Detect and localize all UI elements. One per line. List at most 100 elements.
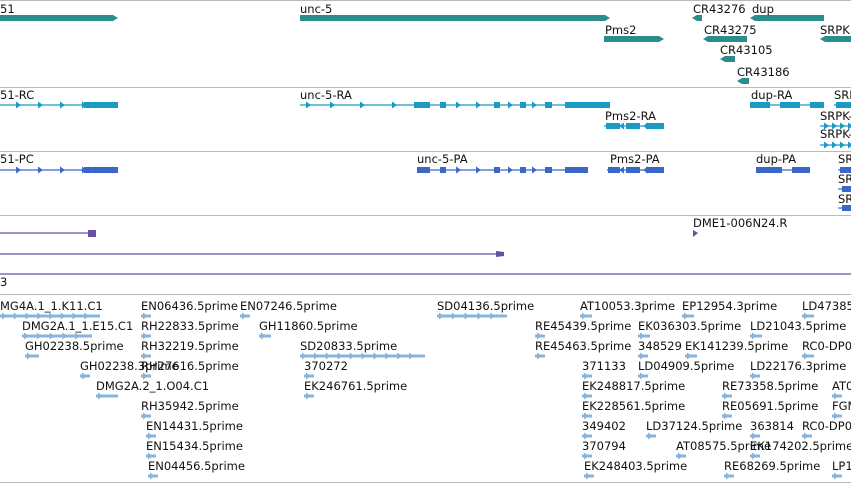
protein-unc-5-PA-exon[interactable] <box>440 167 446 173</box>
est-label[interactable]: EN14431.5prime <box>146 419 243 433</box>
alignment-block[interactable] <box>88 230 96 237</box>
gene-bar[interactable] <box>720 56 735 62</box>
est-label[interactable]: 349402 <box>582 419 626 433</box>
est-label[interactable]: 370272 <box>304 359 348 373</box>
gene-bar[interactable] <box>750 15 824 21</box>
est-label[interactable]: RC0-DP0 <box>802 339 851 353</box>
transcript-unc-5-RA-exon[interactable] <box>565 102 610 108</box>
transcript-label[interactable]: SRPK- <box>820 109 851 123</box>
est-label[interactable]: EN15434.5prime <box>146 439 243 453</box>
protein-SR-2-exon[interactable] <box>842 186 851 192</box>
est-label[interactable]: FGM <box>832 399 851 413</box>
protein-SR-3-exon[interactable] <box>842 205 851 211</box>
gene-label[interactable]: CR43186 <box>737 65 790 79</box>
est-label[interactable]: EK248403.5prime <box>584 459 688 473</box>
est-label[interactable]: 348529 <box>638 339 682 353</box>
gene-label[interactable]: CR43275 <box>704 23 757 37</box>
est-label[interactable]: RE68269.5prime <box>724 459 821 473</box>
est-label[interactable]: LP1 <box>832 459 851 473</box>
est-label[interactable]: GH02238.5prime <box>25 339 124 353</box>
est-label[interactable]: EK228561.5prime <box>582 399 686 413</box>
gene-label[interactable]: CR43105 <box>720 43 773 57</box>
est-label[interactable]: RH27616.5prime <box>141 359 239 373</box>
gene-label[interactable]: unc-5 <box>300 2 333 16</box>
est-label[interactable]: EK248817.5prime <box>582 379 686 393</box>
gene-label[interactable]: dup <box>752 2 774 16</box>
transcript-unc-5-RA-exon[interactable] <box>414 102 430 108</box>
transcript-unc-5-RA-exon[interactable] <box>440 102 446 108</box>
protein-label[interactable]: Pms2-PA <box>610 152 660 166</box>
gene-bar[interactable] <box>604 36 664 42</box>
est-label[interactable]: GH02238.3prime <box>80 359 179 373</box>
protein-label[interactable]: 51-PC <box>0 152 34 166</box>
transcript-label[interactable]: unc-5-RA <box>300 88 352 102</box>
est-label[interactable]: LD47385 <box>802 299 851 313</box>
est-label[interactable]: EN07246.5prime <box>240 299 337 313</box>
gene-bar[interactable] <box>737 78 749 84</box>
protein-unc-5-PA-exon[interactable] <box>494 167 500 173</box>
est-label[interactable]: RH32219.5prime <box>141 339 239 353</box>
protein-Pms2-PA-exon[interactable] <box>608 167 620 173</box>
transcript-dup-RA-exon[interactable] <box>810 102 824 108</box>
protein-unc-5-PA-exon[interactable] <box>520 167 526 173</box>
est-label[interactable]: MG4A.1_1.K11.C1 <box>0 299 103 313</box>
protein-unc-5-PA-exon[interactable] <box>417 167 430 173</box>
est-label[interactable]: 371133 <box>582 359 626 373</box>
est-label[interactable]: RC0-DP0 <box>802 419 851 433</box>
gene-bar[interactable] <box>820 36 851 42</box>
est-label[interactable]: DMG2A.2_1.O04.C1 <box>96 379 210 393</box>
est-label[interactable]: LD37124.5prime <box>646 419 743 433</box>
protein-SR-1-exon[interactable] <box>840 167 851 173</box>
alignment-label[interactable]: DME1-006N24.R <box>693 216 788 230</box>
est-label[interactable]: RH35942.5prime <box>141 399 239 413</box>
est-label[interactable]: RE73358.5prime <box>722 379 819 393</box>
est-label[interactable]: LD22176.3prime <box>750 359 847 373</box>
transcript-Pms2-RA-exon[interactable] <box>606 123 620 129</box>
transcript-unc-5-RA-exon[interactable] <box>545 102 552 108</box>
est-label[interactable]: EK246761.5prime <box>304 379 408 393</box>
est-feature[interactable] <box>437 314 507 318</box>
transcript-label[interactable]: SRPK <box>834 88 851 102</box>
gene-label[interactable]: 51 <box>0 2 15 16</box>
est-label[interactable]: RE45463.5prime <box>535 339 632 353</box>
est-label[interactable]: EK036303.5prime <box>638 319 742 333</box>
est-label[interactable]: AT0 <box>832 379 851 393</box>
gene-bar[interactable] <box>300 15 610 21</box>
protein-dup-PA-exon[interactable] <box>792 167 810 173</box>
gene-bar[interactable] <box>0 15 118 21</box>
est-feature[interactable] <box>22 334 92 338</box>
est-label[interactable]: SD20833.5prime <box>300 339 398 353</box>
transcript-SRPK-exon[interactable] <box>836 102 851 108</box>
protein-label[interactable]: unc-5-PA <box>417 152 468 166</box>
protein-label[interactable]: SR <box>838 172 851 186</box>
est-label[interactable]: 370794 <box>582 439 626 453</box>
transcript-unc-5-RA-exon[interactable] <box>494 102 500 108</box>
est-label[interactable]: AT08575.5prime <box>676 439 772 453</box>
transcript-unc-5-RA-exon[interactable] <box>520 102 526 108</box>
est-label[interactable]: 363814 <box>750 419 794 433</box>
est-label[interactable]: LD04909.5prime <box>638 359 735 373</box>
est-label[interactable]: EK174202.5prime <box>750 439 851 453</box>
est-label[interactable]: AT10053.3prime <box>580 299 676 313</box>
transcript-label[interactable]: Pms2-RA <box>605 109 656 123</box>
est-feature[interactable] <box>96 394 118 398</box>
gene-bar[interactable] <box>692 15 702 21</box>
est-label[interactable]: LD21043.5prime <box>750 319 847 333</box>
est-label[interactable]: EN04456.5prime <box>148 459 245 473</box>
gene-label[interactable]: CR43276 <box>693 2 746 16</box>
est-label[interactable]: DMG2A.1_1.E15.C1 <box>22 319 134 333</box>
alignment-block[interactable] <box>496 251 504 257</box>
protein-label[interactable]: dup-PA <box>756 152 797 166</box>
est-label[interactable]: EP12954.3prime <box>682 299 778 313</box>
est-label[interactable]: EN06436.5prime <box>141 299 238 313</box>
gene-label[interactable]: Pms2 <box>605 23 637 37</box>
est-label[interactable]: RH22833.5prime <box>141 319 239 333</box>
est-label[interactable]: GH11860.5prime <box>259 319 358 333</box>
protein-unc-5-PA-exon[interactable] <box>565 167 588 173</box>
est-label[interactable]: RE05691.5prime <box>722 399 819 413</box>
protein-label[interactable]: SR <box>838 152 851 166</box>
transcript-label[interactable]: 51-RC <box>0 88 35 102</box>
gene-bar[interactable] <box>703 36 747 42</box>
est-label[interactable]: SD04136.5prime <box>437 299 535 313</box>
transcript-label[interactable]: dup-RA <box>751 88 793 102</box>
